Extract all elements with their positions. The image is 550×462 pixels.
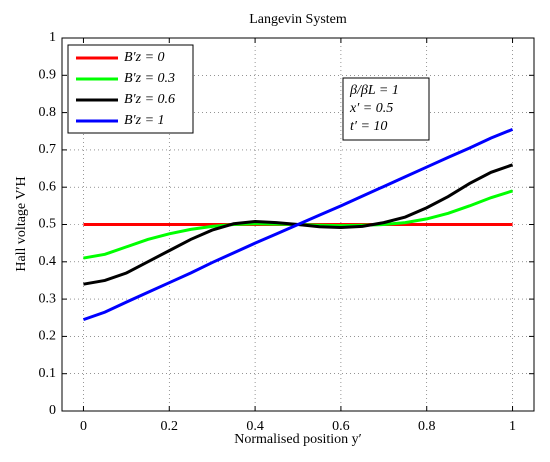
x-tick-label: 1 [509, 419, 516, 434]
y-tick-label: 0.8 [39, 105, 57, 120]
legend-label: B′z = 0.3 [124, 71, 175, 86]
series-line [82, 127, 514, 322]
legend-label: B′z = 0 [124, 50, 165, 65]
x-tick-label: 0.4 [246, 419, 264, 434]
y-tick-label: 0.1 [39, 366, 57, 381]
y-tick-label: 0.3 [39, 291, 57, 306]
plot-frame [61, 37, 535, 412]
y-tick-label: 1 [49, 30, 56, 45]
legend-box [67, 44, 194, 134]
annotation-box [342, 77, 430, 141]
annotation: β/βL = 1 [349, 83, 399, 98]
x-tick-label: 0.2 [161, 419, 179, 434]
x-tick-label: 0 [80, 419, 87, 434]
y-tick-label: 0.5 [39, 217, 57, 232]
chart-title: Langevin System [249, 12, 347, 27]
y-tick-label: 0.6 [39, 179, 57, 194]
y-axis-label: Hall voltage V′H [14, 176, 29, 271]
x-axis-label: Normalised position y′ [234, 432, 362, 447]
legend-label: B′z = 0.6 [124, 92, 175, 107]
annotation: t′ = 10 [350, 119, 387, 134]
y-tick-label: 0.7 [39, 142, 57, 157]
x-tick-label: 0.8 [418, 419, 436, 434]
y-tick-label: 0.4 [39, 254, 57, 269]
y-tick-label: 0 [49, 403, 56, 418]
y-tick-label: 0.9 [39, 68, 57, 83]
x-tick-label: 0.6 [332, 419, 350, 434]
annotation: x′ = 0.5 [349, 101, 393, 116]
legend-label: B′z = 1 [124, 113, 165, 128]
y-tick-label: 0.2 [39, 329, 57, 344]
